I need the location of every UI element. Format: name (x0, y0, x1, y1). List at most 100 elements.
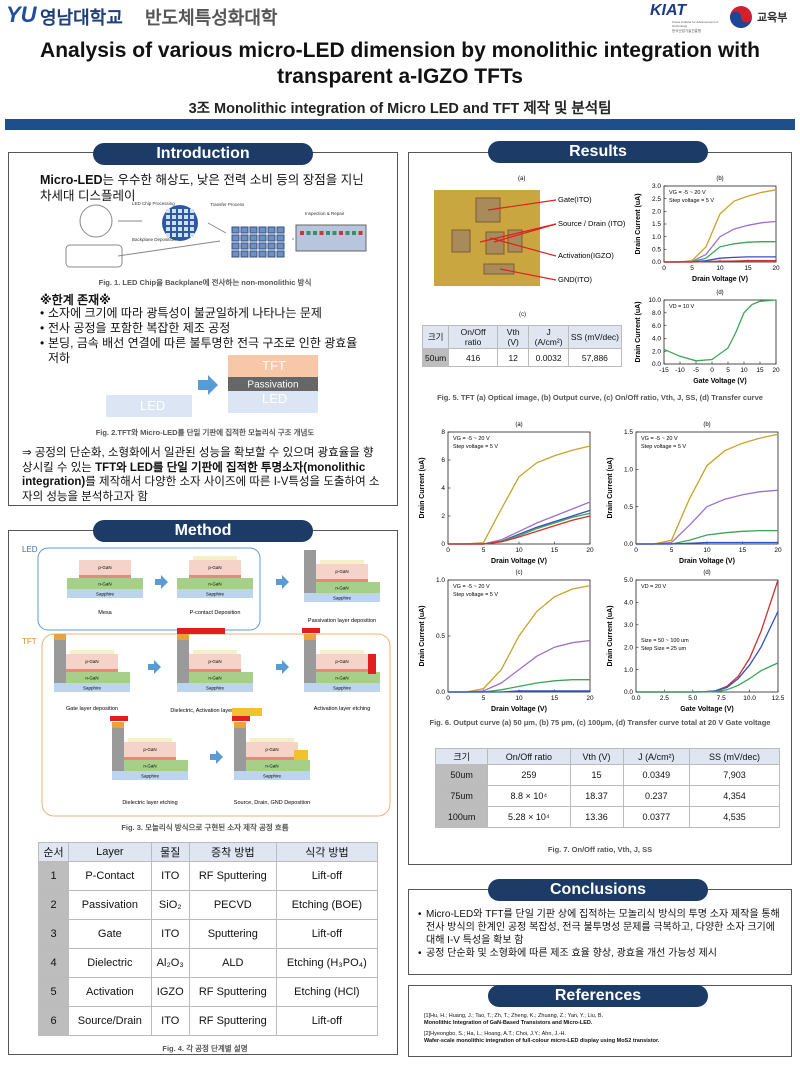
mqw-layer (79, 575, 131, 578)
layer-label: p-GaN (208, 565, 221, 570)
table-cell: 100um (434, 806, 489, 828)
figure6-caption: Fig. 6. Output curve (a) 50 μm, (b) 75 μ… (429, 718, 771, 727)
table-header-cell: SS (mV/dec) (567, 325, 623, 349)
mqw-layer (189, 575, 241, 578)
n-gan-layer (304, 672, 380, 683)
reference-title: Monolithic Integration of GaN-Based Tran… (424, 1020, 593, 1026)
table-header-cell: 크기 (434, 748, 489, 765)
transfer-chip (258, 234, 267, 242)
chip (190, 215, 194, 219)
bullet-item: Micro-LED와 TFT를 단일 기판 상에 집적하는 모놀리식 방식의 투… (418, 908, 783, 947)
image-label: Gate(ITO) (558, 195, 592, 204)
y-tick-label: 6 (441, 457, 445, 464)
tft-block (228, 355, 318, 377)
step-caption: Source, Drain, GND Deposition (234, 800, 310, 806)
sapphire-layer (304, 683, 380, 692)
y-tick-label: 0.5 (652, 247, 661, 254)
table-row: 1 P-Contact ITO RF Sputtering Lift-off (37, 861, 379, 891)
series-line (448, 501, 591, 545)
y-tick-label: 0.0 (624, 541, 633, 548)
section-heading: Conclusions (488, 879, 708, 901)
step-caption: Mesa (98, 610, 112, 616)
led-block-stacked (228, 391, 318, 413)
text-segment: 는 우수한 해상도, 낮은 전력 소비 등의 장점을 지닌 차세대 디스플레이 (40, 173, 364, 203)
p-contact (193, 556, 237, 560)
emblem-blue (730, 11, 752, 29)
chip (166, 227, 170, 231)
transfer-chip (240, 242, 249, 250)
gate (177, 634, 189, 640)
table-cell: PECVD (188, 890, 277, 920)
step-arrow (148, 660, 161, 674)
led-group-label: LED (22, 545, 38, 554)
table-row: 100um 5.28 × 10⁴ 13.36 0.0377 4,535 (434, 806, 780, 828)
kiat-subtitle: Korea Institute for Advancement of Techn… (672, 20, 719, 28)
chip (178, 215, 182, 219)
x-tick-label: 20 (772, 265, 780, 272)
x-tick-label: 5 (482, 547, 486, 554)
reference-authors: [2]Hyeongbo, S.; Ha, L.; Hoang, A.T.; Ch… (424, 1031, 567, 1037)
sapphire-layer (67, 589, 143, 598)
chip (166, 209, 170, 213)
limitations-heading: ※한계 존재※ (40, 293, 111, 307)
introduction-summary: ⇒ 공정의 단순화, 소형화에서 일관된 성능을 확보할 수 있으며 광효율을 … (22, 446, 382, 504)
x-axis-label: Gate Voltage (V) (680, 706, 734, 713)
y-tick-label: 8 (441, 429, 445, 436)
layer-label: n-GaN (265, 764, 278, 769)
mqw-layer (246, 757, 298, 760)
table-cell: 4,535 (689, 806, 780, 828)
panel (295, 224, 367, 252)
p-contact (70, 650, 114, 654)
y-axis-label: Drain Current (uA) (635, 301, 642, 362)
x-tick-label: 10 (515, 695, 523, 702)
table-header-cell: J (A/cm²) (622, 748, 691, 765)
electrode-pad (485, 231, 505, 255)
x-axis-label: Drain Voltage (V) (692, 276, 748, 283)
y-tick-label: 8.0 (652, 310, 661, 317)
x-tick-label: 0 (662, 265, 666, 272)
x-tick-label: 20 (774, 547, 782, 554)
step-arrow (210, 750, 223, 764)
source-drain (232, 708, 262, 716)
transfer-chip (231, 234, 240, 242)
poster-subtitle: 3조 Monolithic integration of Micro LED a… (188, 101, 612, 117)
introduction-lead: Micro-LED는 우수한 해상도, 낮은 전력 소비 등의 장점을 지닌 차… (40, 172, 370, 204)
passivation (54, 640, 66, 683)
ministry-name: 교육부 (757, 12, 788, 24)
layer-label: n-GaN (208, 676, 221, 681)
annotation: Step Size = 25 um (641, 646, 687, 652)
layer-label: n-GaN (98, 582, 111, 587)
layer-label: p-GaN (265, 747, 278, 752)
layer-label: Sapphire (333, 686, 352, 691)
table-cell: Source/Drain (68, 1006, 152, 1036)
table-cell: Dielectric (68, 948, 152, 978)
annotation: Step voltage = 5 V (641, 444, 686, 450)
chip (172, 215, 176, 219)
tft-group-label: TFT (22, 637, 37, 646)
table-header-cell: J (A/cm²) (528, 325, 569, 349)
ministry-emblem (730, 6, 752, 29)
electrode-pad (483, 263, 515, 275)
step-arrow (276, 660, 289, 674)
table-header-cell: 크기 (421, 325, 450, 349)
gate (234, 722, 246, 728)
layer-label: p-GaN (335, 659, 348, 664)
x-tick-label: 15 (551, 695, 559, 702)
transfer-chip (231, 250, 240, 258)
y-axis-label: Drain Current (uA) (607, 605, 614, 666)
series-line (448, 509, 591, 545)
panel-pixel (326, 231, 330, 235)
y-tick-label: 1.0 (436, 577, 445, 584)
series-line (636, 489, 779, 545)
series-line (448, 445, 591, 545)
table-row: 2 Passivation SiO₂ PECVD Etching (BOE) (37, 890, 379, 920)
y-tick-label: 2.0 (624, 644, 633, 651)
table-header-cell: 순서 (37, 842, 70, 862)
table-cell: ITO (150, 919, 190, 949)
table-cell: Lift-off (275, 919, 379, 949)
y-tick-label: 0.5 (436, 633, 445, 640)
activation (110, 716, 128, 721)
transfer-chip (240, 250, 249, 258)
section-heading: Results (488, 141, 708, 163)
image-label: Source / Drain (ITO) (558, 219, 626, 228)
